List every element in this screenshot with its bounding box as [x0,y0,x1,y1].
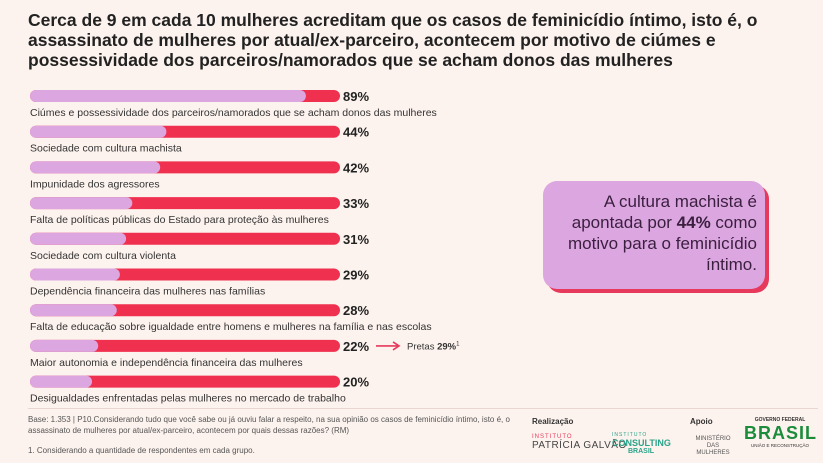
logo4-top: GOVERNO FEDERAL [754,417,806,423]
value-label-9: 20% [343,375,369,390]
bar-9 [30,375,92,388]
bar-2 [30,125,167,138]
category-label-6: Dependência financeira das mulheres nas … [30,286,265,298]
callout-text-pre: A cultura machista é apontada por [571,192,757,232]
category-label-1: Ciúmes e possessividade dos parceiros/na… [30,107,437,119]
realizacao-label: Realização [532,417,574,426]
bar-3 [30,161,161,174]
value-label-7: 28% [343,303,369,318]
logo-patricia-galvao: INSTITUTO PATRÍCIA GALVÃO [532,434,627,451]
category-label-5: Sociedade com cultura violenta [30,250,176,262]
bar-track-8 [30,339,340,352]
category-label-8: Maior autonomia e independência financei… [30,357,303,369]
value-label-8: 22% [343,339,369,354]
logo2-main: CONSULTING [612,438,671,448]
value-label-2: 44% [343,125,369,140]
category-label-9: Desigualdades enfrentadas pelas mulheres… [30,393,346,405]
annotation-arrow-head [392,341,401,351]
bar-chart: 89% Ciúmes e possessividade dos parceiros… [30,89,460,405]
logo2-sub: BRASIL [628,448,655,455]
value-label-4: 33% [343,196,369,211]
value-label-5: 31% [343,232,369,247]
callout-text-post: como motivo para o feminicídio íntimo. [568,213,757,274]
annotation-superscript: 1 [456,341,460,347]
annotation-label: Pretas 29%1 [407,341,460,352]
logo4-sub: UNIÃO E RECONSTRUÇÃO [750,443,809,448]
bar-5 [30,232,127,245]
footer-base-text: Base: 1.353 | P10.Considerando tudo que … [28,415,510,435]
value-label-6: 29% [343,268,369,283]
category-label-4: Falta de políticas públicas do Estado pa… [30,214,329,226]
bar-6 [30,268,120,281]
logo1-top: INSTITUTO [532,434,573,440]
value-label-1: 89% [343,89,369,104]
bar-7 [30,304,117,317]
logo2-top: INSTITUTO [612,432,648,438]
bar-1 [30,90,306,102]
footnote: 1. Considerando a quantidade de responde… [28,446,255,455]
logo-ministerio-mulheres: MINISTÉRIO DAS MULHERES [695,436,731,456]
category-label-7: Falta de educação sobre igualdade entre … [30,321,432,333]
logo1-bottom: PATRÍCIA GALVÃO [532,440,627,451]
logo4-main: BRASIL [744,423,817,443]
apoio-label: Apoio [690,417,713,426]
bar-track-9 [30,375,340,388]
logo-governo-federal: GOVERNO FEDERAL BRASIL UNIÃO E RECONSTRU… [744,417,816,448]
highlight-callout: A cultura machista é apontada por 44% co… [543,181,765,289]
bar-8 [30,339,99,352]
chart-title: Cerca de 9 em cada 10 mulheres acreditam… [28,10,758,70]
annotation-value: 29% [437,341,457,352]
callout-value: 44% [676,213,711,232]
category-label-3: Impunidade dos agressores [30,178,160,190]
value-label-3: 42% [343,160,369,175]
category-label-2: Sociedade com cultura machista [30,143,182,155]
footer-divider [28,408,818,409]
logo-consulting-brasil: INSTITUTO CONSULTING BRASIL [612,432,671,455]
bar-4 [30,197,133,210]
